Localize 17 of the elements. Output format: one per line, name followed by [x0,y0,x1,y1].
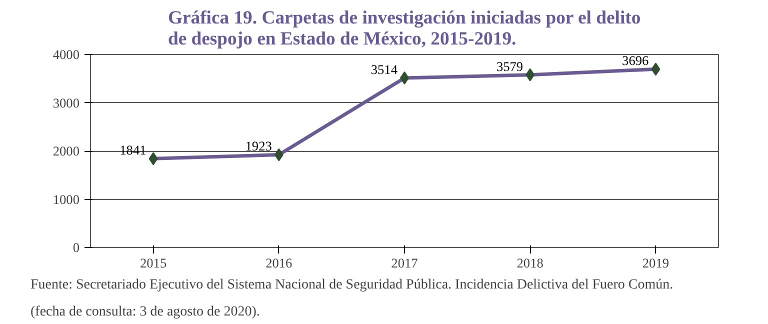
x-tick-label: 2018 [516,256,544,270]
source-note: Fuente: Secretariado Ejecutivo del Sistema Nacional de Seguridad Pública. Incidencia Delictiva del Fuero Común. [30,278,674,292]
y-tick-label: 0 [72,240,80,255]
text: (fecha de consulta: 3 de agosto de 2020). [30,304,260,320]
data-label: 3579 [496,58,524,74]
data-label: 1923 [245,138,272,154]
y-tick-label: 4000 [52,47,80,62]
y-tick-label: 1000 [52,192,80,207]
y-tick-label: 3000 [52,95,80,110]
data-label: 3514 [370,62,398,77]
x-tick-label: 2019 [642,256,670,270]
chart-title: Gráfica 19. Carpetas de investigación iniciadas por el delito de despojo en Estado de México, 2015-2019. [168,8,641,50]
data-label: 3696 [622,53,650,68]
x-tick-label: 2015 [140,256,167,270]
x-tick-label: 2016 [266,256,293,270]
y-tick-label: 2000 [52,144,80,158]
x-tick-label: 2017 [391,256,418,270]
